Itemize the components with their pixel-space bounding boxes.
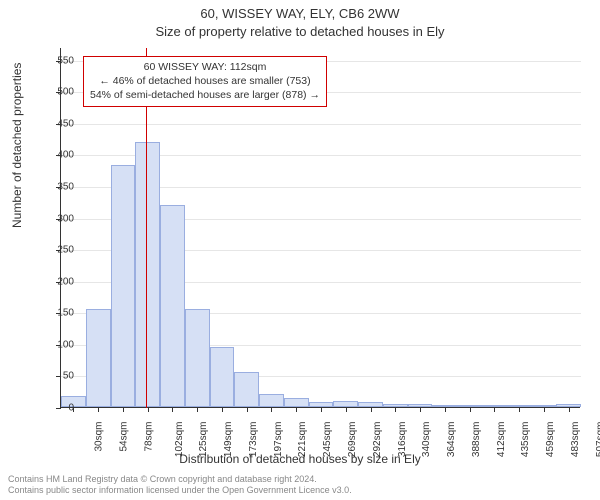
histogram-bar (160, 205, 185, 407)
ytick-label: 50 (38, 371, 74, 382)
xtick-mark (172, 407, 173, 412)
histogram-bar (284, 398, 309, 407)
histogram-bar (86, 309, 111, 407)
xtick-label: 149sqm (223, 422, 234, 458)
xtick-mark (271, 407, 272, 412)
footer-line2: Contains public sector information licen… (8, 485, 352, 496)
ytick-label: 450 (38, 118, 74, 129)
ytick-label: 300 (38, 213, 74, 224)
histogram-bar (259, 394, 284, 407)
xtick-mark (296, 407, 297, 412)
histogram-bar (234, 372, 259, 407)
xtick-label: 197sqm (273, 422, 284, 458)
ytick-label: 150 (38, 308, 74, 319)
annotation-box: 60 WISSEY WAY: 112sqm← 46% of detached h… (83, 56, 327, 107)
xtick-mark (98, 407, 99, 412)
chart-title-line2: Size of property relative to detached ho… (0, 24, 600, 39)
xtick-mark (494, 407, 495, 412)
footer-line1: Contains HM Land Registry data © Crown c… (8, 474, 352, 485)
annotation-line2: ← 46% of detached houses are smaller (75… (90, 74, 320, 88)
xtick-label: 292sqm (372, 422, 383, 458)
xtick-label: 78sqm (143, 422, 154, 452)
plot-inner: 60 WISSEY WAY: 112sqm← 46% of detached h… (60, 48, 580, 408)
xtick-mark (123, 407, 124, 412)
ytick-label: 500 (38, 87, 74, 98)
y-axis-label: Number of detached properties (10, 63, 24, 228)
xtick-mark (395, 407, 396, 412)
gridline (61, 124, 581, 125)
xtick-label: 388sqm (471, 422, 482, 458)
footer-attribution: Contains HM Land Registry data © Crown c… (8, 474, 352, 497)
ytick-label: 550 (38, 55, 74, 66)
xtick-mark (197, 407, 198, 412)
xtick-label: 507sqm (595, 422, 600, 458)
histogram-bar (210, 347, 235, 407)
xtick-mark (420, 407, 421, 412)
histogram-bar (185, 309, 210, 407)
ytick-label: 250 (38, 245, 74, 256)
xtick-label: 221sqm (298, 422, 309, 458)
xtick-mark (445, 407, 446, 412)
xtick-label: 173sqm (248, 422, 259, 458)
xtick-label: 245sqm (322, 422, 333, 458)
annotation-line3: 54% of semi-detached houses are larger (… (90, 88, 320, 102)
xtick-mark (569, 407, 570, 412)
xtick-label: 412sqm (496, 422, 507, 458)
ytick-label: 350 (38, 181, 74, 192)
chart-container: 60, WISSEY WAY, ELY, CB6 2WW Size of pro… (0, 0, 600, 500)
xtick-mark (148, 407, 149, 412)
plot-area: 60 WISSEY WAY: 112sqm← 46% of detached h… (60, 48, 580, 408)
ytick-label: 400 (38, 150, 74, 161)
ytick-label: 200 (38, 276, 74, 287)
xtick-mark (346, 407, 347, 412)
xtick-label: 125sqm (199, 422, 210, 458)
xtick-mark (544, 407, 545, 412)
xtick-label: 364sqm (446, 422, 457, 458)
xtick-mark (470, 407, 471, 412)
xtick-label: 102sqm (174, 422, 185, 458)
xtick-label: 30sqm (94, 422, 105, 452)
xtick-mark (247, 407, 248, 412)
xtick-mark (222, 407, 223, 412)
chart-title-line1: 60, WISSEY WAY, ELY, CB6 2WW (0, 6, 600, 21)
xtick-label: 483sqm (570, 422, 581, 458)
histogram-bar (111, 165, 136, 407)
xtick-label: 435sqm (520, 422, 531, 458)
xtick-mark (519, 407, 520, 412)
xtick-mark (371, 407, 372, 412)
ytick-label: 100 (38, 339, 74, 350)
histogram-bar (135, 142, 160, 407)
annotation-line1: 60 WISSEY WAY: 112sqm (90, 60, 320, 74)
xtick-label: 340sqm (421, 422, 432, 458)
xtick-mark (321, 407, 322, 412)
xtick-label: 316sqm (397, 422, 408, 458)
ytick-label: 0 (38, 403, 74, 414)
xtick-label: 459sqm (545, 422, 556, 458)
xtick-label: 54sqm (119, 422, 130, 452)
xtick-label: 269sqm (347, 422, 358, 458)
